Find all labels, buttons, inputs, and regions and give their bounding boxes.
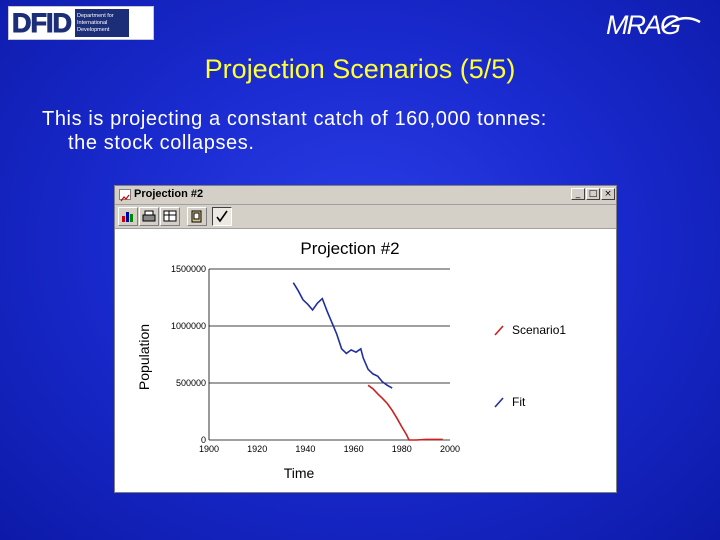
mrag-logo: MRAG	[606, 10, 701, 40]
x-tick-1960: 1960	[344, 444, 364, 454]
y-tick-0: 0	[201, 435, 206, 445]
dfid-sub-line-3: Development	[77, 26, 110, 33]
legend-label-scenario1: Scenario1	[512, 323, 566, 337]
printer-icon	[142, 210, 156, 222]
slide-body-text: This is projecting a constant catch of 1…	[42, 107, 682, 155]
projection-chart: Projection #2 Population Time 0 500000 100…	[136, 239, 566, 481]
y-axis-label: Population	[136, 324, 152, 390]
chart-grid	[208, 268, 450, 441]
window-toolbar	[115, 205, 616, 229]
slide-text-line-2: the stock collapses.	[68, 132, 255, 154]
chart-title: Projection #2	[300, 239, 399, 258]
legend-label-fit: Fit	[512, 395, 526, 409]
x-tick-1900: 1900	[199, 444, 219, 454]
y-tick-1500000: 1500000	[171, 264, 206, 274]
chart-window-icon	[119, 189, 131, 202]
minimize-button[interactable]: _	[571, 188, 585, 200]
bar-chart-icon	[122, 212, 133, 222]
y-tick-1000000: 1000000	[171, 321, 206, 331]
print-button[interactable]	[139, 207, 159, 226]
dfid-sub-line-2: International	[77, 19, 108, 26]
projection-window: Projection #2 _ □ × Projection #2 Popula…	[114, 185, 617, 493]
table-icon	[163, 210, 177, 222]
copy-button[interactable]	[187, 207, 207, 226]
dfid-logo: DFID Department for International Develo…	[8, 6, 154, 40]
x-tick-1920: 1920	[247, 444, 267, 454]
x-tick-labels: 1900 1920 1940 1960 1980 2000	[199, 444, 460, 454]
y-tick-500000: 500000	[176, 378, 206, 388]
window-titlebar[interactable]: Projection #2 _ □ ×	[115, 186, 616, 205]
checkmark-icon	[216, 210, 228, 223]
x-tick-1980: 1980	[392, 444, 412, 454]
dfid-sub-line-1: Department for	[77, 12, 114, 19]
dfid-logo-mark: DFID	[12, 8, 73, 39]
series-line-scenario1	[367, 384, 443, 441]
check-button[interactable]	[212, 207, 232, 226]
legend-swatch-fit	[494, 397, 504, 408]
slide-text-line-1: This is projecting a constant catch of 1…	[42, 108, 547, 130]
dfid-logo-subtitle: Department for International Development	[75, 9, 129, 37]
table-view-button[interactable]	[160, 207, 180, 226]
chart-series	[292, 282, 443, 441]
chart-legend: Scenario1 Fit	[494, 323, 566, 409]
bar-chart-button[interactable]	[118, 207, 138, 226]
mrag-swoosh-icon	[663, 16, 701, 29]
x-axis-label: Time	[284, 465, 315, 481]
legend-swatch-scenario1	[494, 325, 504, 336]
clipboard-icon	[191, 210, 202, 223]
close-button[interactable]: ×	[601, 188, 615, 200]
series-line-fit	[292, 282, 393, 389]
slide-title: Projection Scenarios (5/5)	[204, 54, 516, 84]
y-tick-labels: 0 500000 1000000 1500000	[171, 264, 206, 445]
x-tick-1940: 1940	[295, 444, 315, 454]
window-title: Projection #2	[134, 188, 204, 200]
maximize-button[interactable]: □	[586, 188, 600, 200]
x-tick-2000: 2000	[440, 444, 460, 454]
